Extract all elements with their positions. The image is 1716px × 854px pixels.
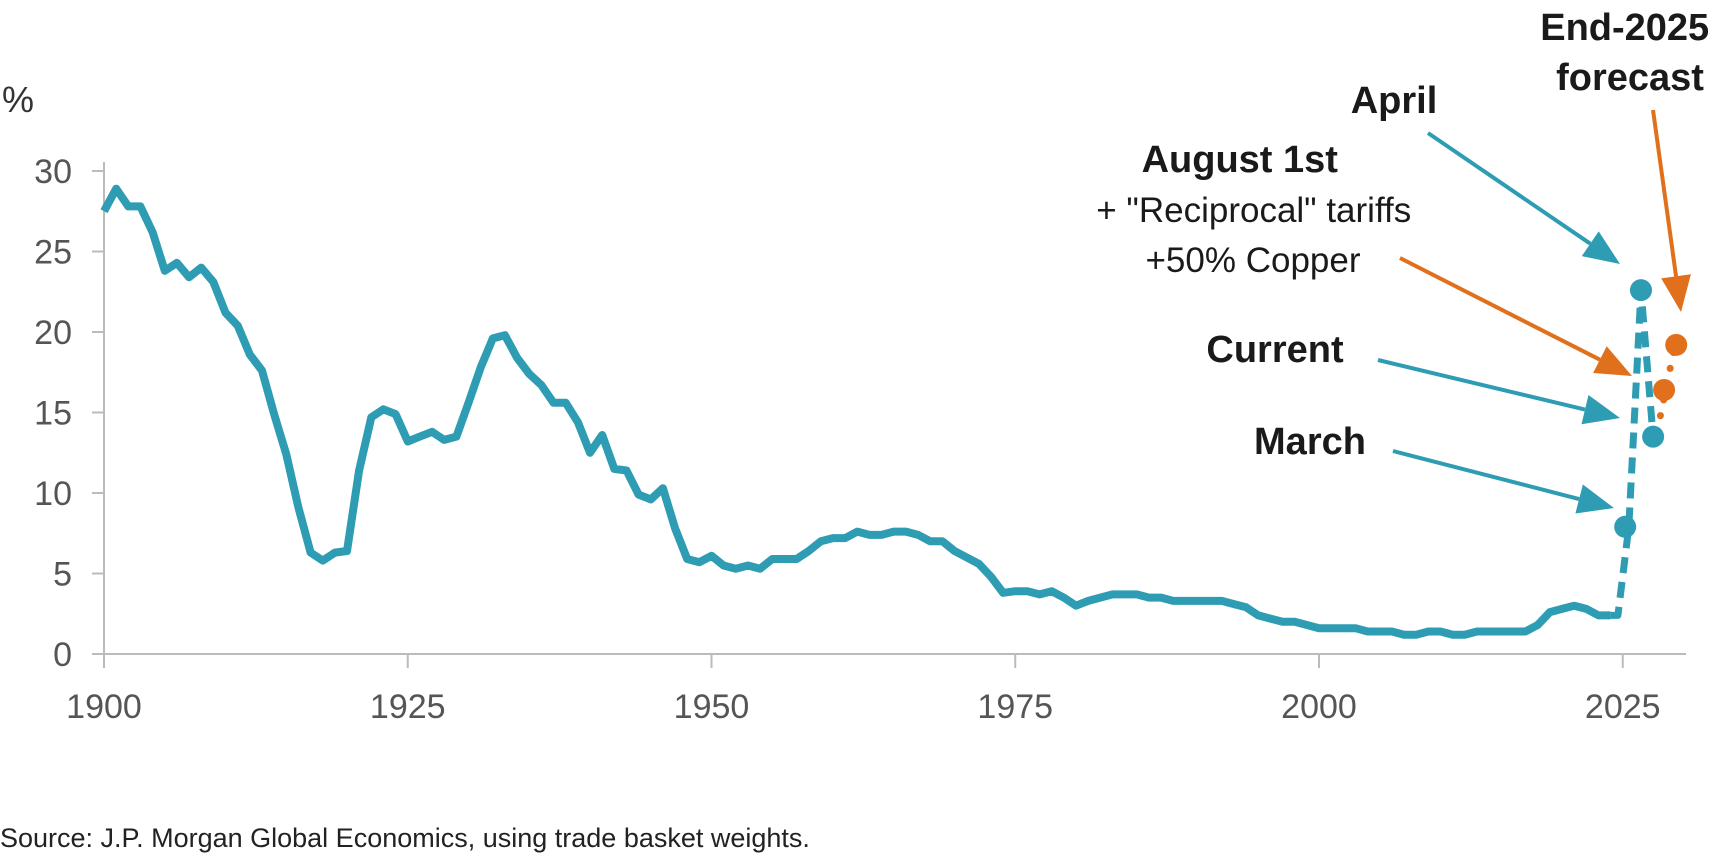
annotation-current-label: Current [1206,329,1344,371]
arrow-august-shaft [1399,256,1601,362]
points-group [1614,279,1688,538]
x-tick-label-1925: 1925 [370,688,446,726]
x-ticks: 1900 1925 1950 1975 2000 2025 [66,654,1661,726]
y-tick-label-5: 5 [53,556,72,594]
arrow-march-shaft [1392,449,1580,501]
y-tick-label-10: 10 [34,475,72,513]
arrow-march-head [1575,484,1614,514]
arrow-current-shaft [1377,358,1586,412]
y-tick-label-30: 30 [34,153,72,191]
y-ticks: 0 5 10 15 20 25 30 [34,153,104,674]
x-tick-label-1975: 1975 [977,688,1053,726]
point-august-1st [1653,378,1676,401]
series-line-0 [100,184,1611,639]
y-tick-label-0: 0 [53,636,72,674]
x-tick-label-1950: 1950 [674,688,750,726]
x-tick-label-2025: 2025 [1585,688,1661,726]
annotation-arrows [1377,109,1691,514]
series-group [100,184,1679,639]
y-unit-label: % [2,79,34,120]
annotation-april-label: April [1351,80,1438,122]
arrow-end2025-head [1661,274,1691,312]
axes [103,162,1686,655]
arrow-april-shaft [1426,131,1592,246]
source-note: Source: J.P. Morgan Global Economics, us… [0,823,810,853]
x-tick-label-2000: 2000 [1281,688,1357,726]
point-end-2025-forecast [1665,333,1688,356]
annotation-end2025-label: End-2025 forecast [1540,7,1716,99]
point-march [1614,515,1637,538]
annotation-march-label: March [1254,421,1366,463]
arrow-august-head [1593,346,1632,376]
point-april [1629,279,1652,302]
x-tick-label-1900: 1900 [66,688,142,726]
arrow-current-head [1581,395,1620,425]
y-tick-label-20: 20 [34,314,72,352]
annotation-august-label: August 1st + "Reciprocal" tariffs +50% C… [1096,139,1415,280]
point-current [1642,425,1665,448]
y-tick-label-25: 25 [34,234,72,272]
series-line-1 [1610,286,1657,619]
y-tick-label-15: 15 [34,395,72,433]
arrow-april-head [1581,231,1620,264]
arrow-end2025-shaft [1651,109,1679,277]
